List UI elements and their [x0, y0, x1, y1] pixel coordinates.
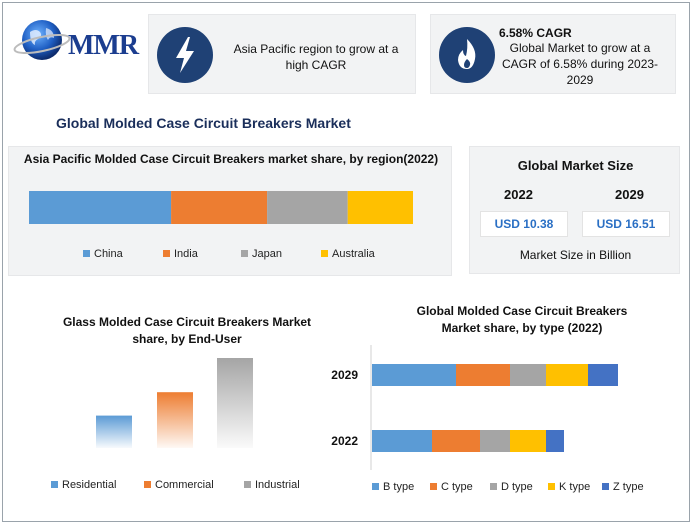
end-user-legend-label: Industrial: [255, 479, 300, 491]
type-bar-segment-z-type: [546, 430, 564, 452]
type-bar-segment-b-type: [372, 430, 432, 452]
type-chart-category-label: 2022: [331, 434, 358, 448]
type-legend-label: B type: [383, 481, 414, 493]
type-bar-segment-d-type: [510, 364, 546, 386]
region-legend-swatch: [241, 250, 248, 257]
type-legend-swatch: [372, 483, 379, 490]
globe-icon: [13, 20, 71, 60]
end-user-bar-chart: Residential Commercial Industrial: [51, 358, 300, 491]
end-user-legend-label: Commercial: [155, 479, 214, 491]
market-size-note: Market Size in Billion: [519, 248, 632, 262]
region-bar-segment-india: [171, 191, 268, 224]
market-value-2029: USD 16.51: [582, 211, 670, 237]
chart-title: Asia Pacific Molded Case Circuit Breaker…: [23, 152, 439, 166]
type-bar-segment-c-type: [432, 430, 480, 452]
region-legend-swatch: [321, 250, 328, 257]
type-bar-segment-d-type: [480, 430, 510, 452]
end-user-bar-commercial: [157, 392, 193, 448]
page-title: Global Molded Case Circuit Breakers Mark…: [56, 115, 351, 131]
end-user-legend-label: Residential: [62, 479, 116, 491]
region-legend-label: Japan: [252, 248, 282, 260]
end-user-chart-title: Glass Molded Case Circuit Breakers Marke…: [62, 315, 312, 346]
region-legend-label: Australia: [332, 248, 376, 260]
region-legend-label: India: [174, 248, 199, 260]
highlight-card-cagr: 6.58% CAGR Global Market to grow at a CA…: [430, 14, 676, 94]
type-bar-segment-z-type: [588, 364, 618, 386]
type-bar-segment-k-type: [510, 430, 546, 452]
type-bar-segment-k-type: [546, 364, 588, 386]
end-user-legend-swatch: [144, 481, 151, 488]
type-legend-label: C type: [441, 481, 473, 493]
type-legend-swatch: [602, 483, 609, 490]
type-stacked-bar-chart: 2029 2022 B type C type D type K type Z type: [331, 345, 644, 493]
cagr-title: 6.58% CAGR: [499, 26, 572, 40]
end-user-bar-industrial: [217, 358, 253, 448]
end-user-bar-residential: [96, 415, 132, 448]
type-bar-segment-c-type: [456, 364, 510, 386]
mmr-logo: MMR: [12, 14, 140, 74]
type-bar-segment-b-type: [372, 364, 456, 386]
asia-pacific-stacked-bar-chart: China India Japan Australia: [29, 191, 413, 260]
region-legend-swatch: [83, 250, 90, 257]
type-legend-swatch: [548, 483, 555, 490]
type-legend-label: D type: [501, 481, 533, 493]
market-size-title: Global Market Size: [517, 158, 634, 173]
type-legend-label: Z type: [613, 481, 644, 493]
asia-pacific-chart-card: Asia Pacific Molded Case Circuit Breaker…: [8, 146, 452, 276]
market-value-2022: USD 10.38: [480, 211, 568, 237]
type-chart-category-label: 2029: [331, 368, 358, 382]
year-label-2029: 2029: [615, 187, 644, 202]
year-label-2022: 2022: [504, 187, 533, 202]
type-chart-title: Global Molded Case Circuit Breakers Mark…: [416, 304, 628, 335]
region-bar-segment-china: [29, 191, 172, 224]
highlight-text: Global Market to grow at a CAGR of 6.58%…: [501, 41, 659, 87]
lightning-icon: [157, 27, 213, 83]
region-legend-label: China: [94, 248, 124, 260]
logo-text: MMR: [68, 30, 139, 61]
region-bar-segment-australia: [347, 191, 413, 224]
highlight-card-asia-pacific: Asia Pacific region to grow at a high CA…: [148, 14, 416, 94]
global-market-size-card: Global Market Size 2022 2029 USD 10.38 U…: [469, 146, 680, 274]
end-user-legend-swatch: [51, 481, 58, 488]
region-bar-segment-japan: [267, 191, 348, 224]
highlight-text: Asia Pacific region to grow at a high CA…: [233, 42, 399, 72]
type-legend-swatch: [430, 483, 437, 490]
type-legend-label: K type: [559, 481, 590, 493]
region-legend-swatch: [163, 250, 170, 257]
end-user-legend-swatch: [244, 481, 251, 488]
type-legend-swatch: [490, 483, 497, 490]
flame-icon: [439, 27, 495, 83]
